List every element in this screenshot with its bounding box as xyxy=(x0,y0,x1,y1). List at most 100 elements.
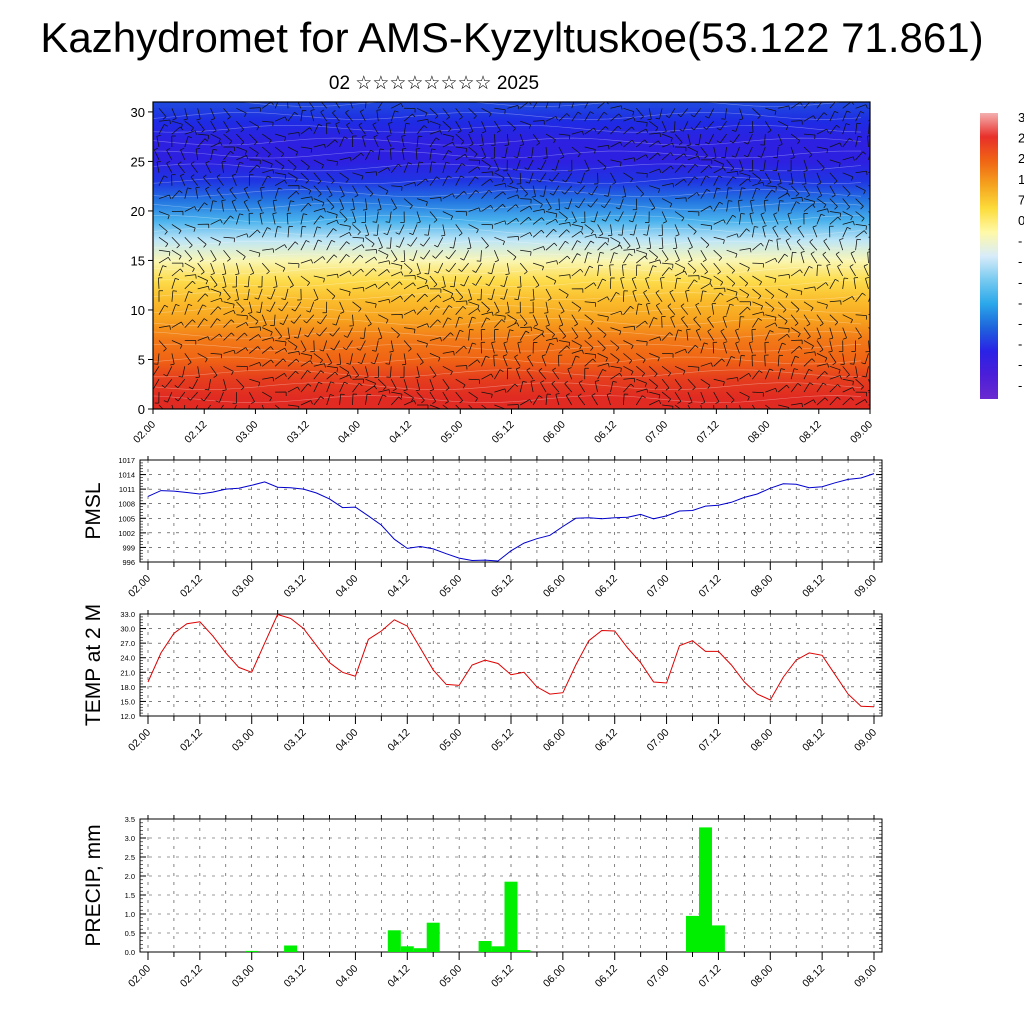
wind-barb xyxy=(326,228,337,238)
wind-barb xyxy=(816,102,827,109)
wind-barb xyxy=(244,275,250,288)
wind-barb xyxy=(350,102,353,109)
wind-barb xyxy=(687,391,693,405)
wind-barb xyxy=(597,144,610,150)
wind-barb xyxy=(300,196,313,201)
wind-barb xyxy=(429,294,442,303)
wind-barb xyxy=(629,224,637,236)
wind-barb xyxy=(352,366,360,379)
wind-barb xyxy=(577,172,586,184)
wind-barb xyxy=(703,120,714,130)
x-tick-label: 09.00 xyxy=(848,419,875,446)
wind-barb xyxy=(716,120,727,131)
wind-barb xyxy=(636,154,649,161)
wind-barb xyxy=(266,301,276,312)
wind-barb xyxy=(738,108,744,121)
wind-barb xyxy=(378,378,387,391)
wind-barb xyxy=(184,319,196,328)
wind-barb xyxy=(416,340,428,348)
wind-barb xyxy=(197,223,210,229)
wind-barb xyxy=(670,315,676,328)
wind-barb xyxy=(171,120,183,129)
wind-barb xyxy=(558,255,571,264)
wind-barb xyxy=(249,346,261,354)
contour-line xyxy=(153,124,862,133)
wind-barb xyxy=(520,205,533,212)
wind-barb xyxy=(374,366,379,378)
wind-barb xyxy=(623,290,628,302)
wind-barb xyxy=(390,327,400,339)
wind-barb xyxy=(279,314,289,325)
wind-barb xyxy=(726,176,737,186)
x-tick-label: 07.00 xyxy=(645,727,672,754)
colorbar-label: 1 xyxy=(1018,172,1024,187)
wind-barb xyxy=(403,198,413,209)
wind-barb xyxy=(777,368,785,380)
wind-barb xyxy=(236,378,245,391)
wind-barb xyxy=(752,317,762,328)
wind-barb xyxy=(352,152,364,161)
wind-barb xyxy=(261,262,270,275)
wind-barb xyxy=(520,249,532,256)
wind-barb xyxy=(223,146,235,151)
wind-barb xyxy=(416,178,429,186)
wind-barb xyxy=(610,113,622,122)
wind-barb xyxy=(210,108,216,121)
x-tick-label: 04.12 xyxy=(385,963,412,990)
wind-barb xyxy=(665,108,676,119)
wind-barb xyxy=(313,370,325,380)
wind-barb xyxy=(839,238,844,251)
wind-barb xyxy=(197,138,209,148)
wind-barb xyxy=(304,327,315,338)
wind-barb xyxy=(300,275,310,287)
x-tick-label: 03.12 xyxy=(282,963,309,990)
wind-barb xyxy=(197,237,207,248)
wind-barb xyxy=(670,121,676,133)
wind-barb xyxy=(378,314,389,324)
wind-barb xyxy=(455,211,468,216)
wind-barb xyxy=(378,185,389,195)
wind-barb xyxy=(468,329,474,341)
wind-barb xyxy=(822,251,831,264)
wind-barb xyxy=(777,133,783,147)
wind-barb xyxy=(442,288,454,298)
wind-barb xyxy=(378,281,390,290)
wind-barb xyxy=(400,250,406,262)
wind-barb xyxy=(416,353,424,365)
wind-barb xyxy=(829,375,842,380)
wind-barb xyxy=(519,314,528,327)
wind-barb xyxy=(254,288,263,300)
wind-barb xyxy=(352,224,361,236)
contour-line xyxy=(153,253,862,262)
wind-barb xyxy=(223,133,233,145)
wind-barb xyxy=(261,346,274,354)
wind-barb xyxy=(648,265,657,277)
wind-barb xyxy=(777,172,782,185)
wind-barb xyxy=(424,224,431,236)
y-tick-label: 999 xyxy=(122,543,135,552)
wind-barb xyxy=(660,277,665,289)
wind-barb xyxy=(490,146,496,159)
wind-barb xyxy=(514,354,521,367)
wind-barb xyxy=(797,225,805,238)
x-tick-label: 05.00 xyxy=(437,727,464,754)
wind-barb xyxy=(494,191,506,199)
x-tick-label: 02.12 xyxy=(178,573,205,600)
wind-barb xyxy=(352,172,364,180)
wind-barb xyxy=(262,169,275,174)
wind-barb xyxy=(674,164,686,174)
wind-barb xyxy=(532,327,544,336)
x-tick-label: 02.00 xyxy=(126,727,153,754)
wind-barb xyxy=(693,316,702,328)
wind-barb xyxy=(184,262,195,273)
wind-barb xyxy=(578,380,586,393)
wind-barb xyxy=(632,198,638,211)
wind-barb xyxy=(287,275,294,288)
wind-barb xyxy=(326,239,336,251)
wind-barb xyxy=(765,189,776,199)
wind-barb xyxy=(695,328,702,341)
wind-barb xyxy=(210,366,218,378)
wind-barb xyxy=(855,122,861,135)
wind-barb xyxy=(487,263,495,275)
wind-barb xyxy=(764,239,773,251)
